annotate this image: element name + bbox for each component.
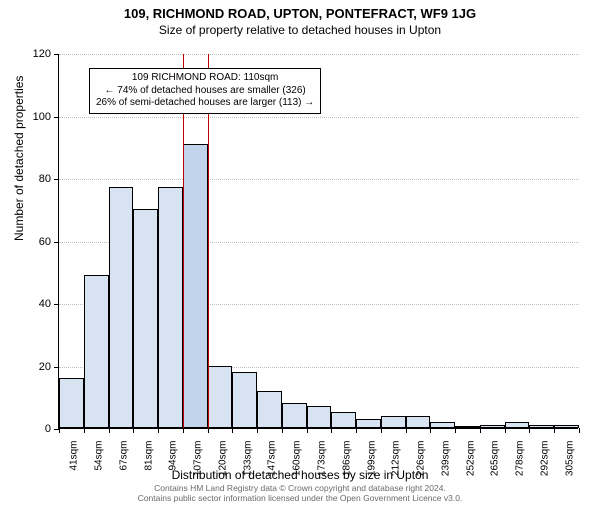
y-tick-label: 80 bbox=[21, 173, 51, 185]
sub-title: Size of property relative to detached ho… bbox=[0, 23, 600, 37]
x-tick bbox=[381, 428, 382, 433]
x-tick-label: 278sqm bbox=[515, 441, 526, 491]
x-tick bbox=[208, 428, 209, 433]
x-tick-label: 292sqm bbox=[539, 441, 550, 491]
y-tick-label: 40 bbox=[21, 298, 51, 310]
y-tick-label: 100 bbox=[21, 111, 51, 123]
x-tick-label: 41sqm bbox=[69, 441, 80, 491]
annotation-line: 109 RICHMOND ROAD: 110sqm bbox=[96, 72, 314, 85]
bar bbox=[505, 422, 530, 428]
x-tick bbox=[257, 428, 258, 433]
x-tick bbox=[554, 428, 555, 433]
y-tick-label: 120 bbox=[21, 48, 51, 60]
x-tick bbox=[505, 428, 506, 433]
x-tick bbox=[331, 428, 332, 433]
x-axis-title: Distribution of detached houses by size … bbox=[0, 468, 600, 482]
x-tick bbox=[455, 428, 456, 433]
x-tick bbox=[84, 428, 85, 433]
x-tick-label: 67sqm bbox=[118, 441, 129, 491]
bar bbox=[480, 425, 505, 428]
bar bbox=[282, 403, 307, 428]
x-tick bbox=[529, 428, 530, 433]
bar bbox=[109, 187, 134, 428]
x-tick-label: 54sqm bbox=[94, 441, 105, 491]
gridline bbox=[59, 179, 579, 180]
annotation-line: ← 74% of detached houses are smaller (32… bbox=[96, 85, 314, 98]
chart: 02040608010012041sqm54sqm67sqm81sqm94sqm… bbox=[58, 54, 578, 429]
x-tick bbox=[109, 428, 110, 433]
x-tick bbox=[232, 428, 233, 433]
x-tick bbox=[158, 428, 159, 433]
x-tick bbox=[356, 428, 357, 433]
y-tick-label: 0 bbox=[21, 423, 51, 435]
bar bbox=[430, 422, 455, 428]
bar bbox=[59, 378, 84, 428]
x-tick-label: 81sqm bbox=[143, 441, 154, 491]
y-axis-title: Number of detached properties bbox=[12, 76, 26, 241]
x-tick bbox=[183, 428, 184, 433]
bar bbox=[455, 426, 480, 428]
x-tick bbox=[430, 428, 431, 433]
gridline bbox=[59, 54, 579, 55]
x-tick bbox=[59, 428, 60, 433]
bar bbox=[381, 416, 406, 429]
bar bbox=[84, 275, 109, 428]
bar bbox=[133, 209, 158, 428]
x-tick-label: 252sqm bbox=[465, 441, 476, 491]
copyright-line-2: Contains public sector information licen… bbox=[0, 494, 600, 504]
copyright-block: Contains HM Land Registry data © Crown c… bbox=[0, 484, 600, 504]
y-tick bbox=[54, 117, 59, 118]
x-tick-label: 265sqm bbox=[490, 441, 501, 491]
y-tick bbox=[54, 242, 59, 243]
y-tick-label: 60 bbox=[21, 236, 51, 248]
gridline bbox=[59, 117, 579, 118]
y-tick-label: 20 bbox=[21, 361, 51, 373]
x-tick bbox=[406, 428, 407, 433]
bar bbox=[232, 372, 257, 428]
x-tick-label: 305sqm bbox=[564, 441, 575, 491]
bar bbox=[158, 187, 183, 428]
y-tick bbox=[54, 54, 59, 55]
y-tick bbox=[54, 179, 59, 180]
bar bbox=[257, 391, 282, 429]
x-tick bbox=[579, 428, 580, 433]
bar bbox=[529, 425, 554, 428]
annotation-line: 26% of semi-detached houses are larger (… bbox=[96, 97, 314, 110]
x-tick bbox=[282, 428, 283, 433]
bar bbox=[331, 412, 356, 428]
title-block: 109, RICHMOND ROAD, UPTON, PONTEFRACT, W… bbox=[0, 6, 600, 37]
x-tick bbox=[480, 428, 481, 433]
x-tick bbox=[307, 428, 308, 433]
bar bbox=[356, 419, 381, 428]
main-title: 109, RICHMOND ROAD, UPTON, PONTEFRACT, W… bbox=[0, 6, 600, 21]
plot-area: 02040608010012041sqm54sqm67sqm81sqm94sqm… bbox=[58, 54, 578, 429]
bar bbox=[208, 366, 233, 429]
bar bbox=[406, 416, 431, 429]
y-tick bbox=[54, 367, 59, 368]
bar bbox=[307, 406, 332, 428]
annotation-box: 109 RICHMOND ROAD: 110sqm← 74% of detach… bbox=[89, 68, 321, 114]
y-tick bbox=[54, 304, 59, 305]
x-tick bbox=[133, 428, 134, 433]
bar bbox=[554, 425, 579, 428]
bar bbox=[183, 144, 208, 428]
